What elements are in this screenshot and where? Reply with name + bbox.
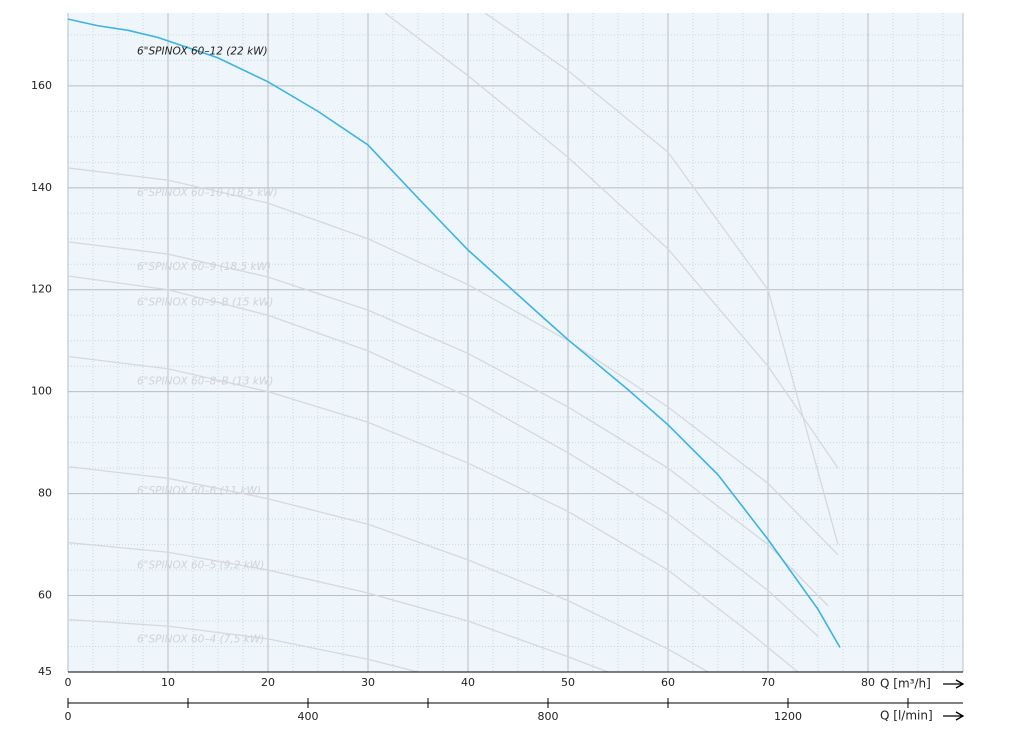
curve (68, 241, 829, 607)
y-tick-label: 100 (31, 385, 52, 398)
curve (68, 465, 709, 672)
y-tick-label: 45 (38, 665, 52, 678)
curve (484, 13, 839, 545)
curve (68, 18, 841, 648)
curve (68, 541, 609, 672)
x-tick-label: 0 (65, 676, 72, 689)
x-tick-label: 60 (661, 676, 675, 689)
arrow (943, 711, 965, 721)
curve-label: 6"SPINOX 60–12 (22 kW) (137, 45, 268, 57)
curve-label: 6"SPINOX 60–8–B (13 kW) (137, 376, 273, 388)
x-tick-label: 30 (361, 676, 375, 689)
plot-area (68, 13, 963, 672)
curve (68, 167, 839, 556)
curve-label: 6"SPINOX 60–6 (11 kW) (137, 485, 261, 497)
x-tick-label: 20 (261, 676, 275, 689)
curve-label: 6"SPINOX 60–9 (18,5 kW) (137, 261, 271, 273)
y-tick-label: 80 (38, 487, 52, 500)
curve (68, 618, 419, 672)
x-axis-label: Q [m³/h] (880, 677, 931, 691)
curve (384, 13, 839, 469)
curve (68, 275, 819, 637)
x-tick-label: 50 (561, 676, 575, 689)
curve-label: 6"SPINOX 60–5 (9,2 kW) (137, 559, 264, 571)
y-tick-label: 120 (31, 283, 52, 296)
y-tick-label: 160 (31, 79, 52, 92)
curve (68, 355, 799, 672)
grid (67, 13, 964, 673)
x-tick-label: 40 (461, 676, 475, 689)
arrow (943, 679, 965, 689)
x2-tick-label: 0 (65, 710, 72, 723)
x2-tick-label: 800 (537, 710, 558, 723)
foreground: 0 10 20 30 40 50 60 70 80 45 60 80 100 120 140 160 0 400 8… (31, 45, 963, 723)
x2-tick-label: 400 (297, 710, 318, 723)
x-tick-label: 70 (761, 676, 775, 689)
curve-label: 6"SPINOX 60–9–B (15 kW) (137, 296, 273, 308)
y-tick-label: 60 (38, 589, 52, 602)
x2-tick-label: 1200 (774, 710, 802, 723)
x-tick-label: 80 (861, 676, 875, 689)
x2-axis-label: Q [l/min] (880, 709, 933, 723)
curves (68, 13, 841, 672)
curve-label: 6"SPINOX 60–4 (7,5 kW) (137, 633, 264, 645)
y-tick-label: 140 (31, 181, 52, 194)
x-tick-label: 10 (161, 676, 175, 689)
curve-label: 6"SPINOX 60–10 (18,5 kW) (137, 187, 278, 199)
